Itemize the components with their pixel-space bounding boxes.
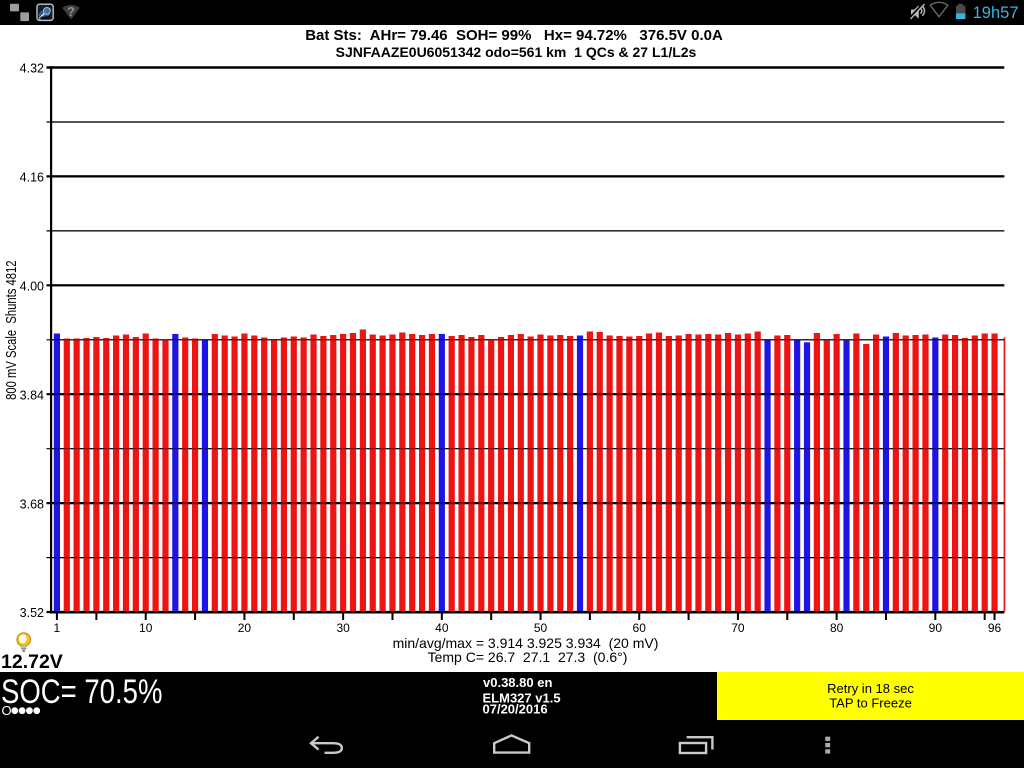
- svg-text:60: 60: [633, 621, 647, 635]
- svg-text:?: ?: [67, 4, 75, 19]
- svg-text:20: 20: [238, 621, 252, 635]
- svg-text:70: 70: [731, 621, 745, 635]
- svg-text:50: 50: [534, 621, 548, 635]
- svg-text:1: 1: [54, 621, 61, 635]
- svg-text:Temp C= 26.7 27.1 27.3 (0.6: Temp C= 26.7 27.1 27.3 (0.6°): [428, 649, 628, 665]
- svg-text:3.68: 3.68: [20, 497, 44, 511]
- svg-text:40: 40: [435, 621, 449, 635]
- svg-text:4.16: 4.16: [20, 171, 44, 185]
- svg-text:TAP to Freeze: TAP to Freeze: [829, 696, 912, 711]
- svg-text:10: 10: [139, 621, 153, 635]
- svg-text:3.52: 3.52: [20, 606, 44, 620]
- svg-text:12.72V: 12.72V: [1, 651, 63, 673]
- svg-text:80: 80: [830, 621, 844, 635]
- svg-text:19h57: 19h57: [973, 4, 1019, 22]
- svg-text:90: 90: [929, 621, 943, 635]
- svg-text:3.84: 3.84: [20, 388, 44, 402]
- svg-text:30: 30: [336, 621, 350, 635]
- svg-text:Bat Sts: AHr= 79.46 SOH= 99%: Bat Sts: AHr= 79.46 SOH= 99% Hx= 94.72% …: [305, 27, 723, 44]
- svg-text:4.32: 4.32: [20, 62, 44, 76]
- svg-text:96: 96: [988, 621, 1002, 635]
- svg-text:O: O: [2, 703, 12, 718]
- svg-text:07/20/2016: 07/20/2016: [483, 702, 548, 717]
- svg-text:SJNFAAZE0U6051342 odo=561 km: SJNFAAZE0U6051342 odo=561 km 1 QCs & 27 …: [336, 44, 697, 60]
- svg-text:ELM327 v1.5: ELM327 v1.5: [483, 691, 561, 706]
- svg-text:4.00: 4.00: [20, 280, 44, 294]
- svg-text:SOC= 70.5%: SOC= 70.5%: [1, 672, 162, 710]
- svg-text:min/avg/max = 3.914 3.925 3.93: min/avg/max = 3.914 3.925 3.934 (20 mV): [393, 635, 659, 651]
- svg-text:Retry in 18 sec: Retry in 18 sec: [827, 681, 914, 696]
- svg-text:800 mV Scale Shunts 4812: 800 mV Scale Shunts 4812: [3, 261, 20, 400]
- svg-text:v0.38.80 en: v0.38.80 en: [483, 675, 552, 690]
